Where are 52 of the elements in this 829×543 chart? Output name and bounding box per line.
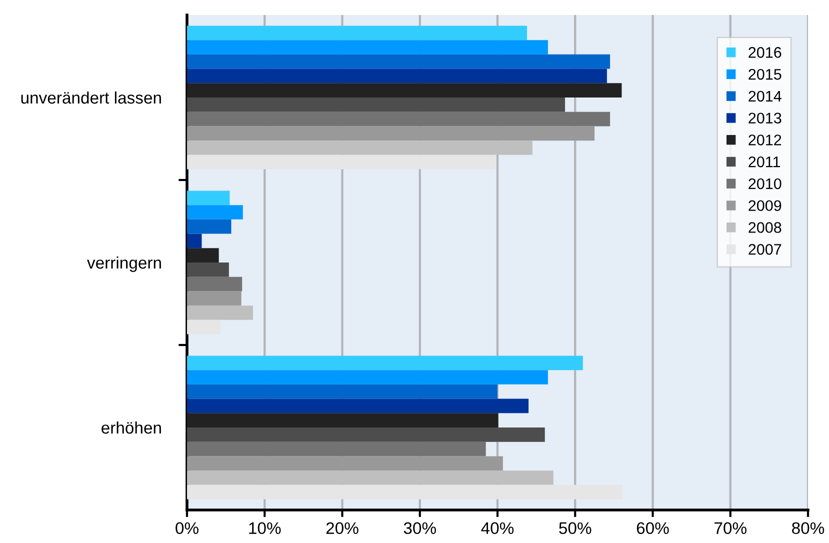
bar [187, 413, 498, 428]
bar [187, 484, 622, 500]
bar [187, 219, 232, 234]
x-tick-label: 10% [249, 522, 281, 534]
bar [187, 456, 503, 471]
legend-label: 2013 [748, 112, 782, 124]
x-tick-label: 30% [404, 522, 436, 534]
x-tick-label: 60% [636, 522, 669, 534]
bar [187, 205, 243, 220]
legend-label: 2009 [748, 200, 782, 212]
bar [187, 98, 566, 112]
legend-label: 2007 [748, 244, 782, 255]
x-tick-label: 50% [559, 522, 592, 534]
legend-label: 2016 [748, 47, 782, 58]
bar [187, 291, 242, 306]
bar [187, 26, 527, 40]
legend-label: 2012 [748, 134, 782, 146]
x-tick-label: 80% [792, 522, 824, 534]
bar [187, 234, 202, 248]
legend-label: 2015 [748, 68, 782, 80]
bar [187, 40, 548, 54]
y-tick-label: erhöhen [102, 421, 161, 434]
y-tick-label: verringern [87, 256, 161, 272]
y-tick-label: unverändert lassen [21, 91, 161, 104]
legend-label: 2014 [748, 90, 782, 102]
bar [187, 112, 610, 126]
bar [187, 248, 219, 262]
bar [187, 356, 583, 370]
legend-label: 2010 [748, 178, 782, 190]
bar [187, 370, 548, 384]
bar [187, 398, 529, 414]
legend-label: 2011 [748, 156, 780, 168]
bar [187, 262, 229, 277]
bar [187, 154, 496, 170]
bar [187, 83, 622, 98]
x-tick-label: 70% [714, 522, 746, 534]
legend-label: 2008 [748, 222, 782, 233]
x-tick-label: 20% [326, 522, 358, 534]
bar [187, 276, 242, 292]
bar [187, 68, 607, 84]
bar [187, 442, 486, 456]
bar [187, 320, 220, 334]
bar [187, 470, 554, 485]
bar [187, 306, 253, 320]
bar [187, 54, 610, 69]
bar [187, 428, 545, 442]
x-tick-label: 40% [481, 522, 514, 534]
bar [187, 384, 498, 399]
bar [187, 190, 230, 206]
bar [187, 140, 532, 155]
x-tick-label: 0% [176, 522, 198, 534]
bar [187, 126, 595, 141]
